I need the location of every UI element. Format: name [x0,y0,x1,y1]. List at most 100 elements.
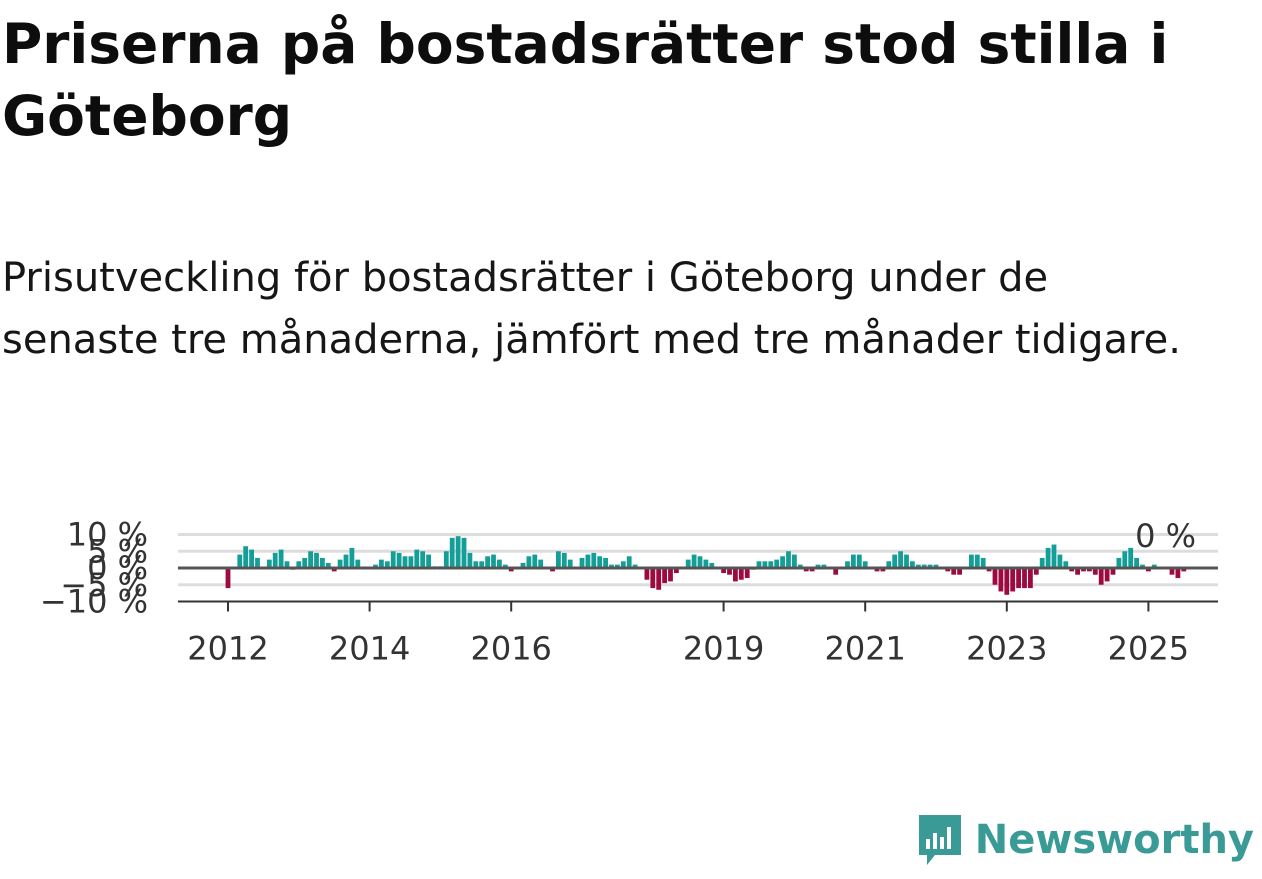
bar [620,561,626,568]
bar [414,549,420,569]
bar [733,568,738,582]
bar [1116,557,1122,568]
bar [1140,564,1145,568]
y-tick-label: 10 % [67,516,148,554]
bar [1033,568,1039,575]
bar [833,568,839,575]
bar [479,561,485,568]
bar [455,536,461,568]
bar [674,568,679,574]
bar [237,554,243,568]
bar [980,557,986,568]
bar [390,551,396,568]
bar [927,564,933,568]
bar [343,554,349,568]
bar-chart: 10 %5 %0 %−5 %−10 %2012 2014 2016 2019 2021 2… [40,516,1218,668]
bar [443,551,449,568]
bar [709,562,715,568]
bar [1098,568,1104,585]
bar [249,549,254,569]
bar [1146,568,1151,572]
y-tick-label: −10 % [40,583,148,621]
bar [656,568,662,590]
bar [491,554,496,568]
y-tick-label: 5 % [87,532,148,570]
bar [408,556,414,568]
bar [933,564,939,568]
bar [402,556,408,568]
bar [591,552,597,568]
bar [266,559,272,569]
bar [738,568,744,580]
bar [803,568,809,572]
bar [969,554,974,568]
bar [668,568,673,582]
bar [355,559,361,569]
bar [992,568,998,585]
newsworthy-logo-text: Newsworthy [974,817,1254,863]
bar [697,556,703,568]
bar [792,554,797,568]
bar [921,564,927,568]
bar [768,561,774,568]
newsworthy-logo-icon [918,815,961,865]
bar [1069,568,1075,572]
bar [1063,561,1069,568]
bar [780,556,785,568]
chart-subtitle: Prisutveckling för bostadsrätter i Göteb… [2,255,1181,363]
bar [797,564,803,568]
bar [703,559,709,569]
x-tick-label: 2019 [683,630,764,668]
bar [626,556,632,568]
y-tick-label: 0 % [87,549,148,587]
bars [225,536,1187,595]
bar [349,547,355,568]
bar [579,557,585,568]
bar [756,561,762,568]
bar [809,568,815,572]
x-tick-label: 2012 [187,630,268,668]
bar [1016,568,1021,589]
bar [1057,554,1063,568]
bar [243,546,249,568]
bar [1181,568,1187,572]
bar [1104,568,1110,582]
bar [278,549,284,569]
bar [1151,564,1157,568]
bar [691,554,697,568]
bar [774,559,780,569]
bar [502,564,508,568]
bar [910,561,915,568]
bar [1175,568,1181,579]
bar [485,556,490,568]
bar [862,561,868,568]
bar [1169,568,1175,575]
x-tick-label: 2014 [329,630,410,668]
bar [473,561,479,568]
axes: 10 %5 %0 %−5 %−10 %2012 2014 2016 2019 2021 2… [40,516,1218,668]
bar [721,568,726,574]
bar [325,562,331,568]
bar [532,554,538,568]
bar [951,568,957,575]
bar [892,554,898,568]
bar [644,568,650,580]
bar [1128,547,1134,568]
bar [314,552,319,568]
bar [845,561,850,568]
bar [998,568,1004,592]
bar [904,554,909,568]
bar [396,552,402,568]
bar [508,568,514,572]
bar [1122,551,1128,568]
bar [550,568,555,572]
bar [880,568,886,572]
bar [1092,568,1098,575]
bar [744,568,750,579]
x-tick-label: 2023 [966,630,1047,668]
chart-title: Priserna på bostadsrätter stod stilla i … [2,12,1169,148]
bar [1110,568,1116,575]
bar [284,561,290,568]
bar [974,554,980,568]
bar [597,556,603,568]
